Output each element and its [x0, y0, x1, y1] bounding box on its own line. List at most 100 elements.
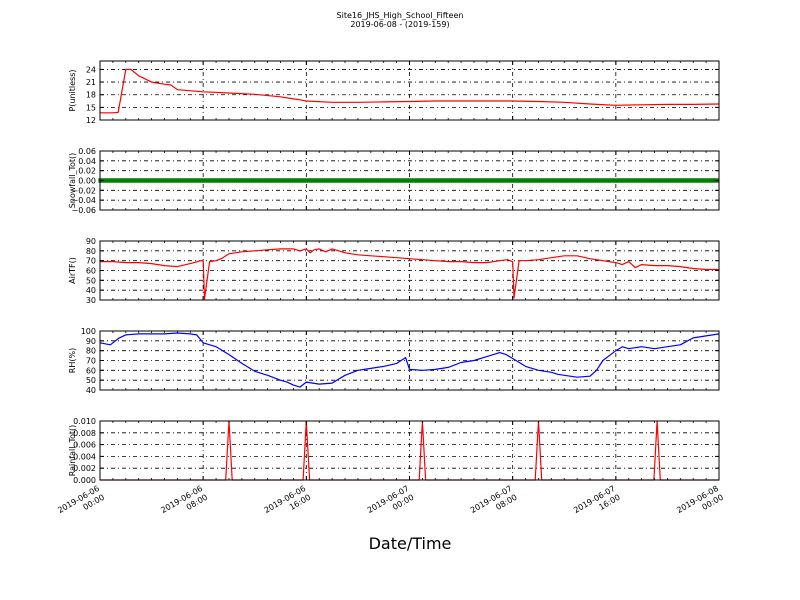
data-point	[549, 178, 554, 183]
data-point	[235, 178, 240, 183]
data-point	[528, 178, 532, 183]
data-point	[416, 178, 420, 183]
data-point	[315, 178, 319, 183]
data-point	[554, 178, 558, 183]
data-point	[227, 178, 231, 183]
y-tick-label: 0.02	[78, 167, 96, 176]
data-point	[115, 178, 119, 183]
data-point	[259, 178, 263, 183]
data-point	[313, 178, 317, 183]
data-point	[702, 178, 706, 183]
data-point	[524, 178, 528, 183]
y-tick-label: 50	[86, 276, 96, 285]
data-point	[188, 178, 192, 183]
data-point	[696, 178, 700, 183]
data-point	[706, 178, 710, 183]
data-point	[330, 178, 334, 183]
data-point	[102, 178, 106, 183]
data-point	[285, 178, 289, 183]
data-point	[708, 178, 713, 183]
data-point	[700, 178, 704, 183]
data-point	[278, 178, 283, 183]
data-point	[407, 178, 412, 183]
data-point	[184, 178, 188, 183]
data-point	[405, 178, 410, 183]
data-point	[457, 178, 461, 183]
data-point	[685, 178, 689, 183]
data-point	[597, 178, 601, 183]
data-point	[448, 178, 453, 183]
data-point	[635, 178, 640, 183]
data-point	[143, 178, 147, 183]
data-point	[496, 178, 500, 183]
data-point	[640, 178, 644, 183]
data-point	[281, 178, 285, 183]
data-point	[117, 178, 121, 183]
data-point	[500, 178, 504, 183]
data-point	[190, 178, 195, 183]
data-point	[704, 178, 708, 183]
data-point	[691, 178, 695, 183]
data-point	[248, 178, 253, 183]
data-point	[158, 178, 162, 183]
data-point	[586, 178, 590, 183]
data-point	[446, 178, 450, 183]
data-point	[175, 178, 179, 183]
data-point	[109, 178, 113, 183]
data-point	[360, 178, 364, 183]
data-point	[577, 178, 581, 183]
data-point	[324, 178, 328, 183]
data-point	[358, 178, 362, 183]
data-point	[575, 178, 579, 183]
data-point	[192, 178, 197, 183]
data-point	[399, 178, 403, 183]
data-point	[558, 178, 562, 183]
data-point	[476, 178, 480, 183]
data-point	[367, 178, 371, 183]
data-point	[203, 178, 207, 183]
y-tick-label: 50	[86, 376, 96, 385]
y-axis-label: Rainfall_Tot()	[68, 425, 77, 477]
data-point	[427, 178, 431, 183]
data-point	[298, 178, 302, 183]
data-point	[349, 178, 354, 183]
data-point	[334, 178, 339, 183]
y-tick-label: 0.010	[73, 417, 96, 426]
y-tick-label: 0.04	[78, 157, 96, 166]
data-point	[401, 178, 405, 183]
data-point	[466, 178, 470, 183]
data-point	[425, 178, 429, 183]
data-point	[392, 178, 397, 183]
y-tick-label: 70	[86, 257, 96, 266]
data-point	[659, 178, 663, 183]
figure-subtitle: 2019-06-08 - (2019-159)	[350, 20, 450, 29]
y-tick-label: 0.008	[73, 429, 96, 438]
data-point	[614, 178, 618, 183]
data-point	[373, 178, 377, 183]
data-point	[272, 178, 276, 183]
data-point	[266, 178, 270, 183]
y-tick-label: 0.004	[73, 452, 96, 461]
data-point	[390, 178, 394, 183]
data-point	[489, 178, 493, 183]
data-point	[637, 178, 642, 183]
data-point	[551, 178, 556, 183]
data-point	[122, 178, 126, 183]
series-line	[100, 248, 719, 300]
series-line	[99, 332, 720, 388]
data-point	[610, 178, 614, 183]
data-point	[130, 178, 134, 183]
series-line	[100, 68, 720, 114]
data-point	[332, 178, 336, 183]
y-tick-label: 40	[86, 286, 96, 295]
data-point	[375, 178, 379, 183]
data-point	[429, 178, 433, 183]
data-point	[506, 178, 511, 183]
data-point	[268, 178, 272, 183]
data-point	[468, 178, 472, 183]
data-point	[251, 178, 255, 183]
chart-panel-2: −0.06−0.04−0.020.000.020.040.06Snowfall_…	[68, 147, 720, 215]
